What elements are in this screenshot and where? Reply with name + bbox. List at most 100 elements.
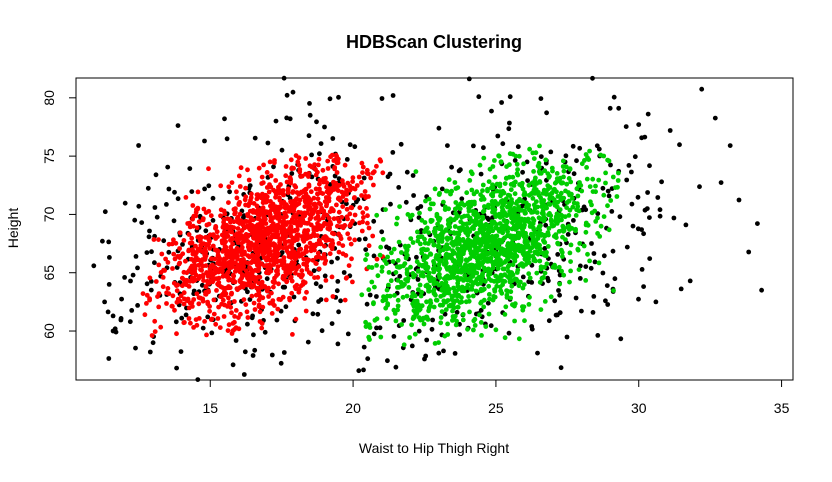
data-point xyxy=(486,292,492,297)
data-point xyxy=(203,263,209,268)
data-point xyxy=(181,301,187,307)
data-point xyxy=(241,372,247,377)
data-point xyxy=(378,334,384,340)
data-point xyxy=(332,166,337,172)
data-point xyxy=(608,198,614,203)
data-point xyxy=(644,206,650,212)
data-point xyxy=(309,152,314,158)
data-point xyxy=(412,314,417,320)
data-point xyxy=(325,158,331,164)
data-point xyxy=(328,154,333,160)
data-point xyxy=(273,178,279,183)
data-point xyxy=(399,322,404,327)
data-point xyxy=(452,351,458,356)
data-point xyxy=(265,267,270,273)
data-point xyxy=(477,312,482,318)
data-point xyxy=(542,299,548,304)
data-point xyxy=(516,283,522,289)
data-point xyxy=(225,285,231,291)
data-point xyxy=(462,264,468,270)
data-point xyxy=(289,290,295,296)
data-point xyxy=(480,194,486,200)
data-point xyxy=(306,182,312,188)
data-point xyxy=(156,262,162,268)
data-point xyxy=(515,144,521,150)
data-point xyxy=(291,202,297,208)
data-point xyxy=(624,244,630,250)
data-point xyxy=(557,292,562,298)
data-point xyxy=(452,206,458,212)
data-point xyxy=(282,215,287,220)
data-point xyxy=(369,265,375,270)
data-point xyxy=(250,353,256,358)
data-point xyxy=(276,281,281,287)
y-tick-label: 70 xyxy=(41,206,57,222)
data-point xyxy=(334,288,340,294)
data-point xyxy=(306,174,311,179)
data-point xyxy=(520,186,526,192)
data-point xyxy=(378,158,384,164)
data-point xyxy=(218,284,224,290)
data-point xyxy=(574,158,579,164)
data-point xyxy=(161,267,166,273)
data-point xyxy=(639,267,645,272)
data-point xyxy=(374,263,379,268)
data-point xyxy=(133,254,139,259)
data-point xyxy=(533,258,538,264)
data-point xyxy=(307,112,313,118)
data-point xyxy=(512,257,518,263)
data-point xyxy=(219,292,225,298)
data-point xyxy=(374,325,379,331)
data-point xyxy=(571,171,577,177)
data-point xyxy=(329,206,334,211)
data-point xyxy=(601,214,607,220)
data-point xyxy=(336,309,341,315)
data-point xyxy=(488,244,494,249)
data-point xyxy=(359,193,364,198)
data-point xyxy=(543,222,549,228)
data-point xyxy=(623,124,629,129)
data-point xyxy=(456,231,462,237)
data-point xyxy=(513,153,519,159)
data-point xyxy=(331,187,337,193)
data-point xyxy=(254,196,260,202)
data-point xyxy=(581,243,587,249)
data-point xyxy=(323,258,329,264)
data-point xyxy=(208,278,214,284)
data-point xyxy=(441,199,446,205)
data-point xyxy=(481,155,487,161)
data-point xyxy=(270,279,276,285)
data-point xyxy=(166,186,172,192)
data-point xyxy=(340,251,346,257)
data-point xyxy=(253,248,258,254)
data-point xyxy=(307,240,313,246)
data-point xyxy=(590,189,596,195)
data-point xyxy=(231,219,237,225)
data-point xyxy=(350,279,355,285)
data-point xyxy=(546,318,552,324)
data-point xyxy=(426,288,431,294)
data-point xyxy=(404,293,410,299)
data-point xyxy=(561,228,566,234)
data-point xyxy=(659,179,664,185)
y-tick-label: 75 xyxy=(41,148,57,164)
data-point xyxy=(657,213,663,219)
data-point xyxy=(336,196,341,202)
data-point xyxy=(446,303,452,309)
data-point xyxy=(503,175,509,181)
x-tick-label: 20 xyxy=(345,400,361,416)
data-point xyxy=(556,229,562,234)
data-point xyxy=(379,229,385,235)
data-point xyxy=(425,247,430,253)
data-point xyxy=(573,295,579,301)
data-point xyxy=(598,223,604,229)
data-point xyxy=(404,169,410,175)
data-point xyxy=(262,329,268,335)
data-point xyxy=(487,296,492,302)
data-point xyxy=(304,289,309,295)
data-point xyxy=(509,197,514,202)
data-point xyxy=(254,203,260,209)
data-point xyxy=(418,273,424,278)
data-point xyxy=(345,180,351,186)
data-point xyxy=(422,236,427,242)
